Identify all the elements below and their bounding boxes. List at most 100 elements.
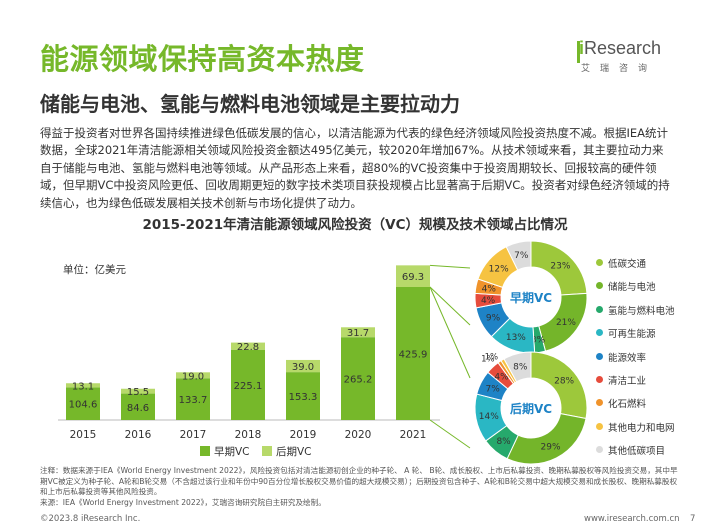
- data-label-late: 69.3: [402, 272, 424, 283]
- donut-slice: [538, 292, 588, 352]
- donut-value-label: 4%: [481, 296, 496, 306]
- donut-value-label: 21%: [556, 318, 576, 328]
- legend-early-vc: 早期VC: [200, 444, 250, 459]
- logo-accent-bar: [577, 41, 580, 63]
- website-link[interactable]: www.iresearch.com.cn: [584, 514, 680, 524]
- connector-line: [429, 264, 471, 269]
- body-paragraph: 得益于投资者对世界各国持续推进绿色低碳发展的信心，以清洁能源为代表的绿色经济领域…: [40, 126, 670, 210]
- donut-value-label: 4%: [482, 285, 497, 295]
- donut-center-label: 早期VC: [510, 290, 552, 305]
- donut-slice: [484, 424, 519, 460]
- legend-dot: [596, 352, 603, 360]
- x-tick-label: 2018: [235, 429, 262, 441]
- x-tick-label: 2017: [180, 429, 207, 441]
- donut-slice: [477, 246, 519, 288]
- donut-value-label: 13%: [506, 333, 526, 343]
- bar-early-vc: [231, 349, 265, 420]
- donut-slice: [497, 360, 516, 385]
- legend-label: 可再生能源: [608, 329, 656, 341]
- logo-wordmark: iResearch: [579, 38, 662, 58]
- legend-dot: [596, 282, 603, 290]
- legend-dot: [596, 376, 603, 383]
- bar-late-vc: [396, 265, 430, 287]
- data-label-early: 84.6: [127, 403, 149, 414]
- legend-label: 能源效率: [608, 352, 647, 364]
- data-label-early: 225.1: [234, 381, 263, 392]
- data-label-late: 39.0: [292, 362, 314, 373]
- data-label-late: 31.7: [347, 328, 369, 339]
- legend-label: 清洁工业: [608, 376, 647, 387]
- donut-value-label: 1%: [485, 352, 499, 362]
- data-label-early: 133.7: [179, 395, 208, 406]
- legend-label: 氢能与燃料电池: [608, 305, 675, 317]
- bar-late-vc: [121, 388, 155, 394]
- legend-label: 化石燃料: [608, 399, 647, 411]
- bar-late-vc: [176, 372, 210, 379]
- page-subtitle: 储能与电池、氢能与燃料电池领域是主要拉动力: [40, 92, 460, 116]
- legend-label: 其他低碳项目: [608, 446, 666, 458]
- data-label-early: 265.2: [344, 375, 373, 386]
- donut-center-label: 后期VC: [510, 401, 552, 416]
- legend-late-swatch: [262, 446, 272, 456]
- x-tick-label: 2019: [290, 429, 317, 441]
- x-tick-label: 2015: [70, 429, 97, 441]
- x-tick-label: 2020: [345, 429, 372, 441]
- legend-late-vc: 后期VC: [262, 444, 312, 459]
- legend-dot: [596, 305, 603, 313]
- donut-slice: [530, 351, 588, 420]
- bar-late-vc: [341, 327, 375, 338]
- copyright: ©2023.8 iResearch Inc.: [40, 514, 141, 524]
- donut-value-label: 28%: [554, 377, 574, 387]
- data-label-early: 104.6: [69, 400, 98, 411]
- legend-label: 低碳交通: [608, 259, 647, 270]
- donut-value-label: 7%: [486, 384, 501, 394]
- x-tick-label: 2016: [125, 429, 152, 441]
- data-label-late: 19.0: [182, 371, 204, 382]
- donut-value-label: 29%: [541, 442, 561, 452]
- notes-text: 注释：数据来源于IEA《World Energy Investment 2022…: [40, 466, 678, 496]
- donut-value-label: 12%: [489, 265, 509, 275]
- donut-value-label: 7%: [514, 251, 529, 261]
- bar-late-vc: [66, 383, 100, 388]
- legend-dot: [596, 446, 603, 454]
- donut-value-label: 1%: [481, 354, 495, 364]
- donut-slice: [476, 371, 509, 402]
- legend-early-label: 早期VC: [214, 446, 250, 458]
- connector-line: [429, 419, 471, 449]
- donut-slice: [475, 302, 511, 338]
- page-number: 7: [690, 514, 696, 524]
- data-label-early: 153.3: [289, 392, 318, 403]
- bar-late-vc: [231, 342, 265, 350]
- donut-value-label: 3%: [531, 335, 546, 345]
- legend-label: 其他电力和电网: [608, 422, 675, 434]
- donut-slice: [506, 413, 587, 465]
- donut-value-label: 8%: [496, 437, 511, 447]
- donut-value-label: 4%: [494, 373, 509, 383]
- donut-hole: [502, 379, 560, 437]
- donut-value-label: 14%: [479, 412, 499, 422]
- donut-slice: [474, 278, 504, 296]
- donut-slice: [474, 393, 508, 442]
- donut-hole: [502, 268, 560, 326]
- bar-early-vc: [396, 286, 430, 420]
- donut-slice: [487, 361, 515, 390]
- data-label-early: 425.9: [399, 349, 428, 360]
- donut-slice: [474, 292, 503, 309]
- chart-title: 2015-2021年清洁能源领域风险投资（VC）规模及技术领域占比情况: [142, 217, 568, 233]
- data-label-late: 15.5: [127, 387, 149, 398]
- legend-dot: [596, 399, 603, 407]
- logo-subtitle: 艾瑞咨询: [581, 64, 658, 74]
- data-label-late: 22.8: [237, 342, 259, 353]
- page-title: 能源领域保持高资本热度: [40, 42, 365, 76]
- connector-line: [429, 286, 471, 326]
- legend-dot: [596, 329, 603, 337]
- bar-early-vc: [341, 337, 375, 420]
- bar-early-vc: [66, 387, 100, 420]
- notes: 注释：数据来源于IEA《World Energy Investment 2022…: [40, 466, 680, 508]
- iresearch-logo: iResearch 艾瑞咨询: [577, 38, 679, 74]
- unit-label: 单位：亿美元: [63, 264, 126, 276]
- legend-dot: [596, 422, 603, 430]
- donut-value-label: 9%: [486, 313, 501, 323]
- bar-late-vc: [286, 359, 320, 373]
- donut-slice: [503, 351, 532, 383]
